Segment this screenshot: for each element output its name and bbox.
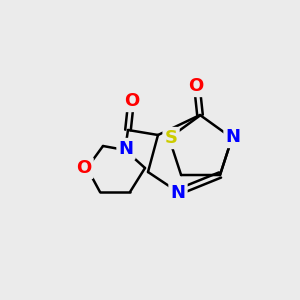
Text: N: N — [226, 128, 241, 146]
Text: O: O — [76, 159, 92, 177]
Text: S: S — [165, 129, 178, 147]
Text: O: O — [124, 92, 140, 110]
Text: N: N — [170, 184, 185, 202]
Text: O: O — [188, 77, 204, 95]
Text: N: N — [118, 140, 134, 158]
